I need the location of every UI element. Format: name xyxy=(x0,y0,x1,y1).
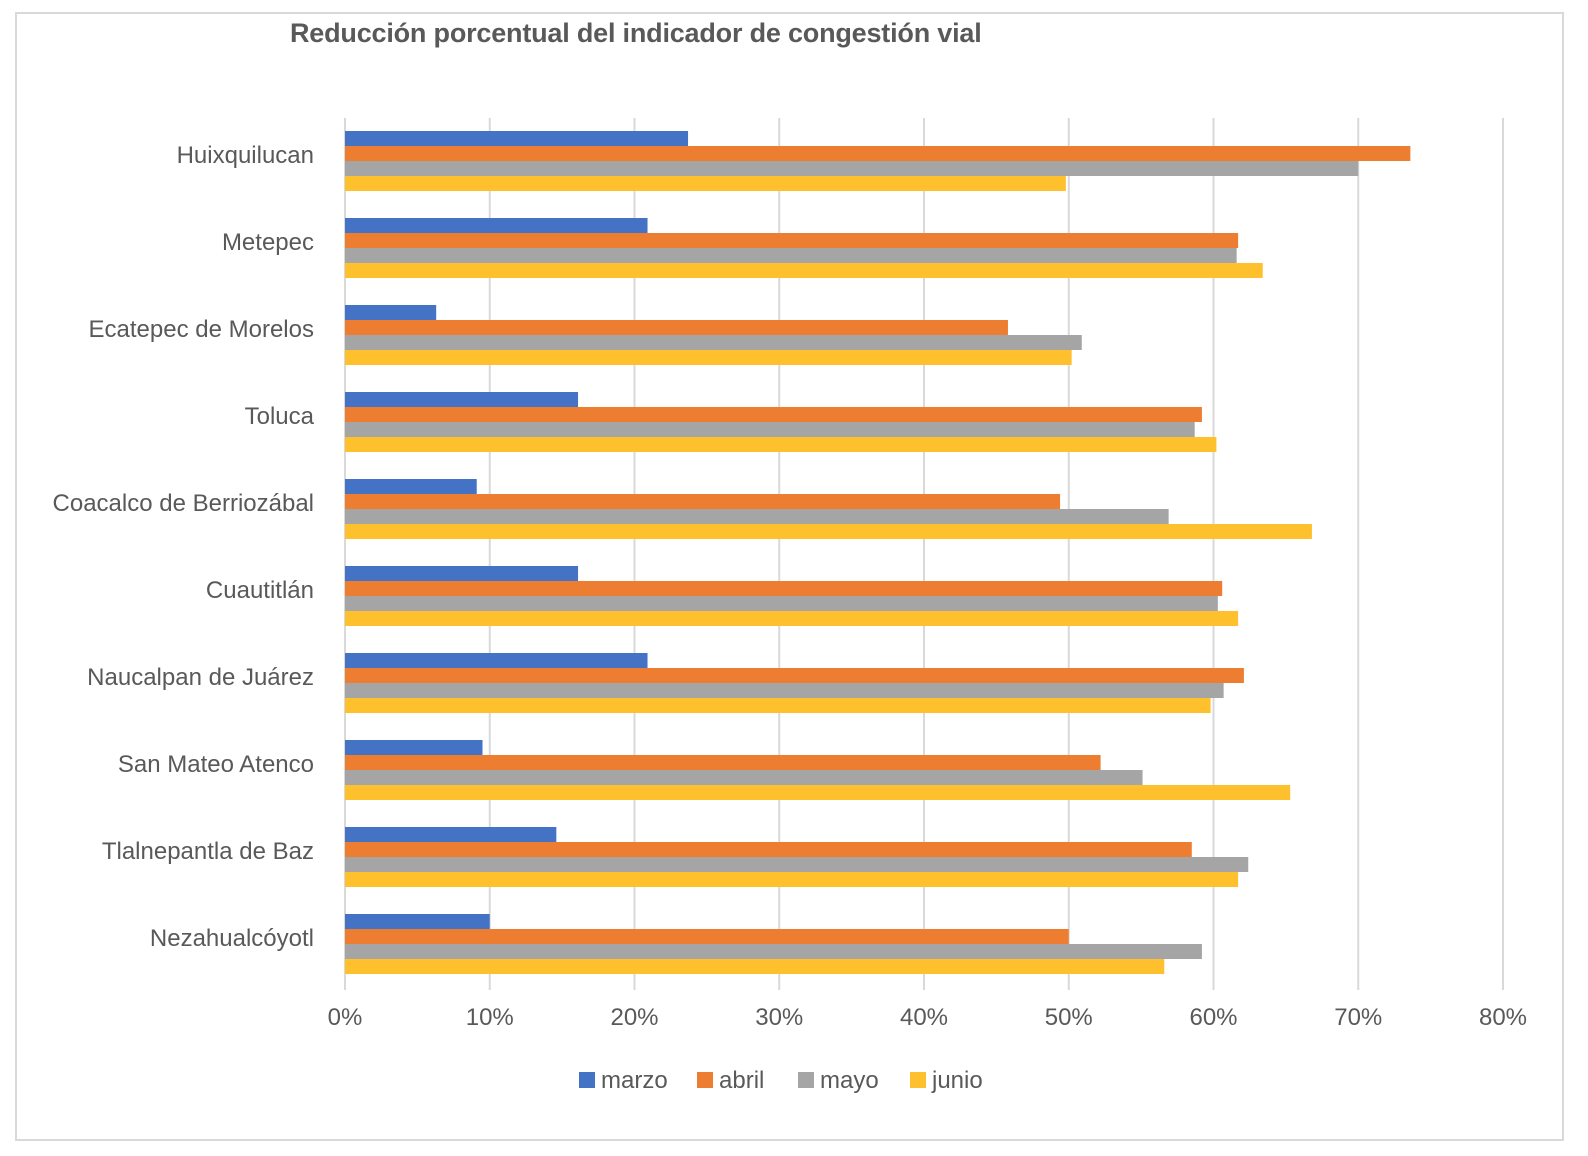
bar-marzo xyxy=(345,131,689,146)
bar-mayo xyxy=(345,335,1082,350)
bar-abril xyxy=(345,668,1244,683)
bar-marzo xyxy=(345,566,579,581)
bar-marzo xyxy=(345,305,437,320)
category-labels: Huixquilucan Metepec Ecatepec de Morelos To… xyxy=(53,142,315,952)
bar-junio xyxy=(345,437,1217,452)
bar-marzo xyxy=(345,392,579,407)
legend-label-abril: abril xyxy=(719,1067,764,1094)
bar-abril xyxy=(345,233,1239,248)
bar-mayo xyxy=(345,422,1195,437)
bar-junio xyxy=(345,176,1066,191)
bar-mayo xyxy=(345,944,1202,959)
bar-mayo xyxy=(345,683,1224,698)
legend-swatch-marzo xyxy=(579,1072,595,1088)
bar-mayo xyxy=(345,509,1169,524)
x-tick-label: 60% xyxy=(1189,1004,1237,1031)
legend: marzo abril mayo junio xyxy=(579,1067,983,1094)
bar-abril xyxy=(345,755,1101,770)
bar-mayo xyxy=(345,770,1143,785)
bar-junio xyxy=(345,785,1291,800)
legend-label-mayo: mayo xyxy=(820,1067,879,1094)
legend-swatch-junio xyxy=(910,1072,926,1088)
category-label: Metepec xyxy=(222,229,314,256)
category-label: San Mateo Atenco xyxy=(118,751,314,778)
x-tick-label: 10% xyxy=(466,1004,514,1031)
chart-frame xyxy=(15,12,1564,1141)
bar-mayo xyxy=(345,161,1359,176)
bar-junio xyxy=(345,263,1263,278)
bar-junio xyxy=(345,698,1211,713)
bar-marzo xyxy=(345,914,490,929)
category-label: Huixquilucan xyxy=(177,142,314,169)
bar-abril xyxy=(345,494,1061,509)
bar-mayo xyxy=(345,857,1249,872)
legend-label-marzo: marzo xyxy=(601,1067,668,1094)
x-tick-label: 70% xyxy=(1334,1004,1382,1031)
bar-marzo xyxy=(345,740,483,755)
bar-junio xyxy=(345,959,1165,974)
bar-abril xyxy=(345,929,1069,944)
bar-junio xyxy=(345,350,1072,365)
bar-junio xyxy=(345,524,1312,539)
category-label: Nezahualcóyotl xyxy=(150,925,314,952)
x-tick-label: 40% xyxy=(900,1004,948,1031)
bar-mayo xyxy=(345,596,1218,611)
bar-marzo xyxy=(345,479,477,494)
legend-swatch-abril xyxy=(697,1072,713,1088)
bar-marzo xyxy=(345,827,557,842)
category-label: Tlalnepantla de Baz xyxy=(102,838,314,865)
x-tick-label: 30% xyxy=(755,1004,803,1031)
category-label: Coacalco de Berriozábal xyxy=(53,490,314,517)
bar-marzo xyxy=(345,218,648,233)
legend-label-junio: junio xyxy=(931,1067,983,1094)
bars xyxy=(345,131,1411,974)
bar-abril xyxy=(345,842,1192,857)
bar-junio xyxy=(345,611,1239,626)
x-tick-label: 20% xyxy=(610,1004,658,1031)
category-label: Toluca xyxy=(245,403,315,430)
bar-mayo xyxy=(345,248,1237,263)
category-label: Naucalpan de Juárez xyxy=(87,664,314,691)
bar-marzo xyxy=(345,653,648,668)
legend-swatch-mayo xyxy=(798,1072,814,1088)
bar-junio xyxy=(345,872,1239,887)
x-axis-tick-labels: 0% 10% 20% 30% 40% 50% 60% 70% 80% xyxy=(328,1004,1527,1031)
category-label: Ecatepec de Morelos xyxy=(89,316,314,343)
x-tick-label: 80% xyxy=(1479,1004,1527,1031)
chart-title: Reducción porcentual del indicador de co… xyxy=(290,18,982,48)
bar-abril xyxy=(345,146,1411,161)
bar-abril xyxy=(345,320,1008,335)
bar-abril xyxy=(345,581,1223,596)
x-tick-label: 0% xyxy=(328,1004,363,1031)
bar-abril xyxy=(345,407,1202,422)
x-tick-label: 50% xyxy=(1045,1004,1093,1031)
category-label: Cuautitlán xyxy=(206,577,314,604)
